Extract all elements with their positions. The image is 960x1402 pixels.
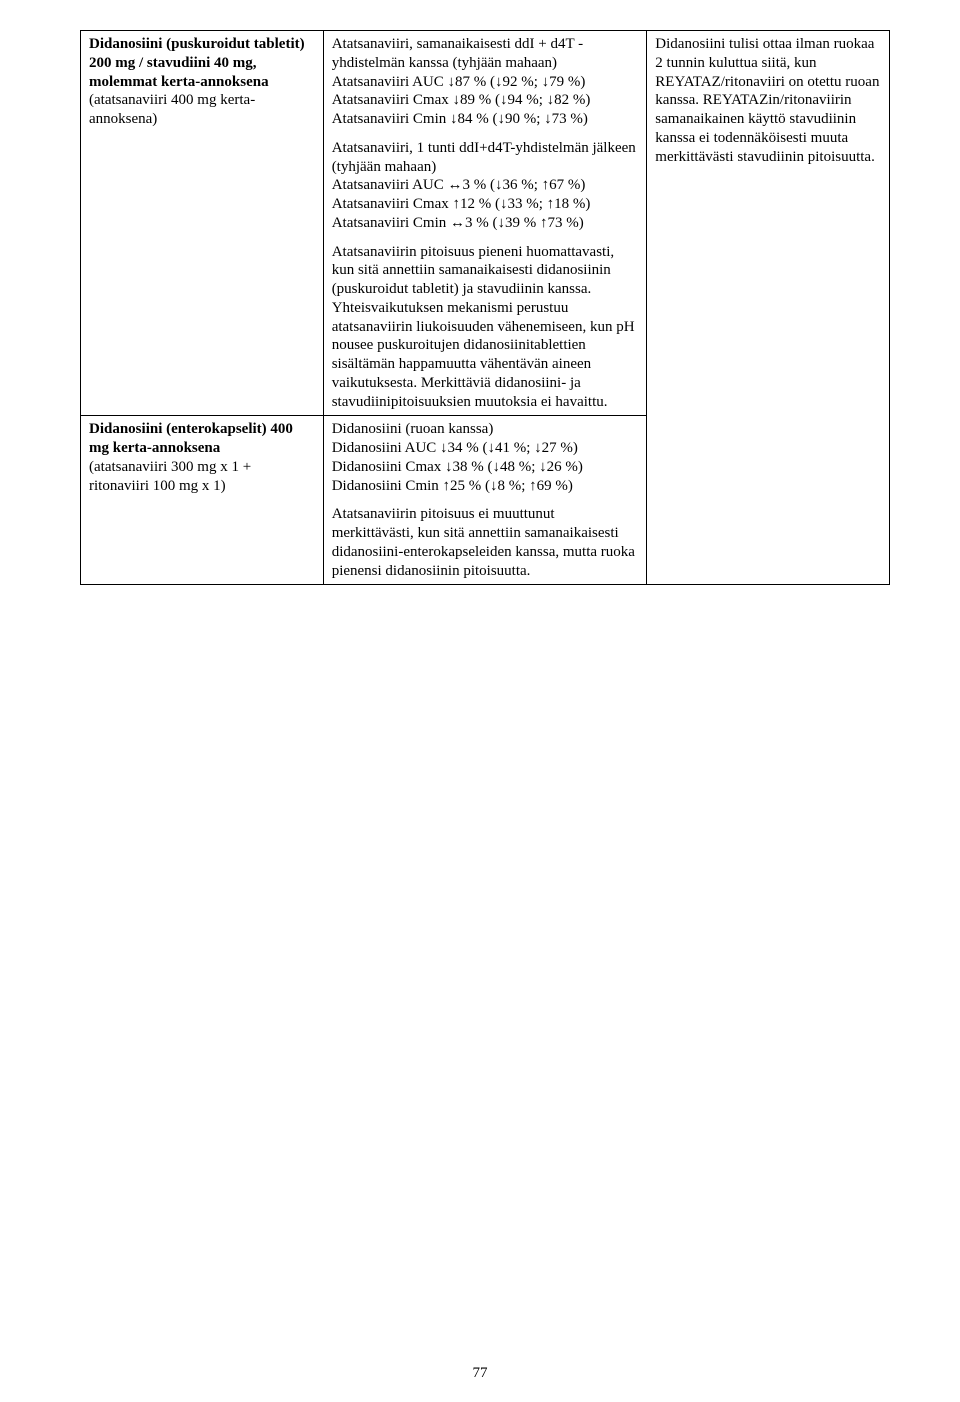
effects-p1: Atatsanaviiri, samanaikaisesti ddI + d4T… (332, 35, 639, 129)
effects-p2: Atatsanaviiri, 1 tunti ddI+d4T-yhdistelm… (332, 139, 639, 233)
drug-dose: 200 mg / stavudiini 40 mg, molemmat kert… (89, 55, 269, 90)
table-row: Didanosiini (puskuroidut tabletit) 200 m… (81, 31, 890, 416)
effects-p1: Didanosiini (ruoan kanssa) Didanosiini A… (332, 420, 639, 495)
recommendation-p1: Didanosiini tulisi ottaa ilman ruokaa 2 … (655, 35, 881, 166)
cell-drug: Didanosiini (enterokapselit) 400 mg kert… (81, 416, 324, 585)
cell-recommendation: Didanosiini tulisi ottaa ilman ruokaa 2 … (647, 31, 890, 585)
page-number: 77 (473, 1365, 488, 1382)
drug-note: (atatsanaviiri 300 mg x 1 + ritonaviiri … (89, 459, 251, 494)
cell-drug: Didanosiini (puskuroidut tabletit) 200 m… (81, 31, 324, 416)
drug-interactions-table: Didanosiini (puskuroidut tabletit) 200 m… (80, 30, 890, 585)
cell-effects: Atatsanaviiri, samanaikaisesti ddI + d4T… (323, 31, 647, 416)
drug-note: (atatsanaviiri 400 mg kerta-annoksena) (89, 92, 255, 127)
page: Didanosiini (puskuroidut tabletit) 200 m… (0, 0, 960, 1402)
effects-p2: Atatsanaviirin pitoisuus ei muuttunut me… (332, 505, 639, 580)
effects-p3: Atatsanaviirin pitoisuus pieneni huomatt… (332, 243, 639, 412)
drug-name: Didanosiini (puskuroidut tabletit) (89, 36, 305, 52)
cell-effects: Didanosiini (ruoan kanssa) Didanosiini A… (323, 416, 647, 585)
drug-name: Didanosiini (enterokapselit) 400 mg kert… (89, 421, 293, 456)
